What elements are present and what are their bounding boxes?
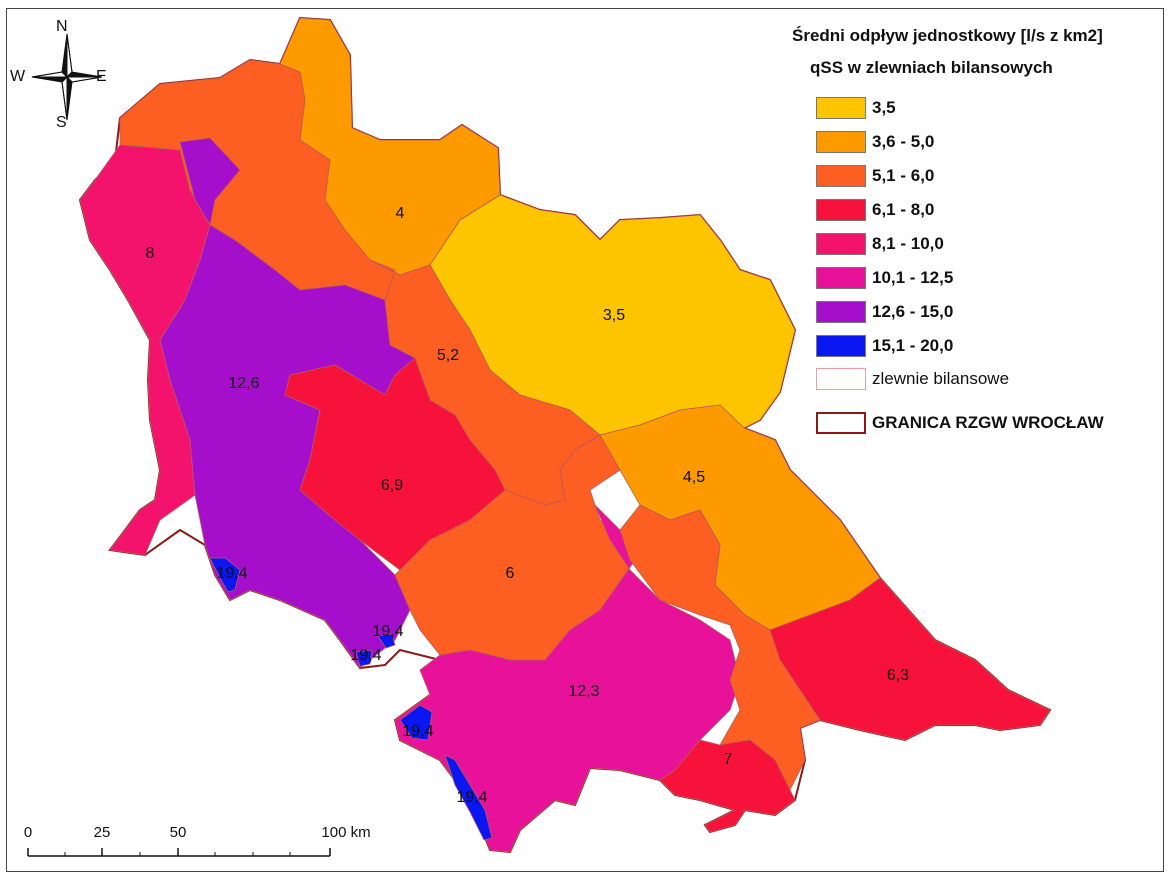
compass-south-label: S (56, 114, 67, 131)
legend-swatch (816, 301, 866, 323)
legend-swatch (816, 131, 866, 153)
legend-label: 3,5 (872, 98, 896, 117)
legend-item: 12,6 - 15,0 (816, 300, 953, 324)
scale-label-100: 100 km (321, 824, 371, 841)
region-blue-2 (377, 633, 396, 649)
legend-boundary-label: GRANICA RZGW WROCŁAW (872, 413, 1104, 432)
scale-bar-line (27, 848, 331, 857)
label-blue-1: 19,4 (216, 565, 247, 582)
label-west-purple: 12,6 (228, 375, 259, 392)
compass-east-label: E (96, 68, 107, 85)
legend-catchments-item: zlewnie bilansowe (816, 368, 1009, 390)
legend-label: 3,6 - 5,0 (872, 132, 935, 151)
legend-title: Średni odpływ jednostkowy [l/s z km2] (792, 26, 1103, 45)
region-central-six (394, 434, 636, 661)
label-north-east-yellow: 3,5 (603, 307, 625, 324)
scale-label-50: 50 (169, 824, 187, 841)
legend-label: 15,1 - 20,0 (872, 336, 954, 355)
region-blue-5 (444, 754, 493, 841)
label-north-small: 4 (396, 205, 405, 222)
legend-item: 6,1 - 8,0 (816, 198, 934, 222)
map-legend: Średni odpływ jednostkowy [l/s z km2] qS… (792, 26, 1162, 434)
label-blue-4: 19,4 (402, 723, 433, 740)
region-south-red (659, 739, 796, 833)
legend-swatch (816, 335, 866, 357)
label-center-red: 6,9 (381, 477, 403, 494)
legend-swatch (816, 199, 866, 221)
label-east-red: 6,3 (887, 667, 909, 684)
compass-north-label: N (56, 18, 68, 35)
label-blue-3: 19,4 (350, 647, 381, 664)
region-blue-1 (209, 557, 241, 593)
scale-label-0: 0 (23, 824, 33, 841)
region-blue-4 (399, 704, 433, 741)
legend-swatch (816, 267, 866, 289)
label-central-six: 6 (506, 565, 515, 582)
scale-label-25: 25 (93, 824, 111, 841)
label-center-corridor: 5,2 (437, 347, 459, 364)
label-blue-2: 19,4 (372, 623, 403, 640)
legend-label: 10,1 - 12,5 (872, 268, 954, 287)
legend-label: 6,1 - 8,0 (872, 200, 935, 219)
label-blue-5: 19,4 (456, 789, 487, 806)
legend-label: 8,1 - 10,0 (872, 234, 944, 253)
legend-catchments-swatch (816, 368, 866, 390)
legend-item: 10,1 - 12,5 (816, 266, 953, 290)
legend-item: 3,6 - 5,0 (816, 130, 934, 154)
legend-swatch (816, 165, 866, 187)
legend-catchments-label: zlewnie bilansowe (872, 369, 1010, 388)
legend-item: 3,5 (816, 96, 896, 120)
compass-west-label: W (10, 68, 26, 85)
label-south-magenta: 12,3 (568, 683, 599, 700)
legend-boundary-item: GRANICA RZGW WROCŁAW (816, 412, 1104, 434)
region-blue-3 (355, 649, 373, 667)
label-far-west: 8 (146, 245, 155, 262)
legend-swatch (816, 97, 866, 119)
compass-rose-icon: N S W E (10, 18, 122, 132)
label-south-red: 7 (724, 751, 733, 768)
legend-swatch (816, 233, 866, 255)
legend-boundary-swatch (816, 412, 866, 434)
scale-bar: 0 25 50 100 km (20, 824, 380, 864)
legend-item: 8,1 - 10,0 (816, 232, 944, 256)
legend-item: 5,1 - 6,0 (816, 164, 934, 188)
legend-label: 5,1 - 6,0 (872, 166, 935, 185)
label-east-orange: 4,5 (683, 469, 705, 486)
region-south-magenta (394, 504, 741, 853)
legend-subtitle: qSS w zlewniach bilansowych (810, 58, 1053, 77)
legend-item: 15,1 - 20,0 (816, 334, 953, 358)
legend-label: 12,6 - 15,0 (872, 302, 954, 321)
